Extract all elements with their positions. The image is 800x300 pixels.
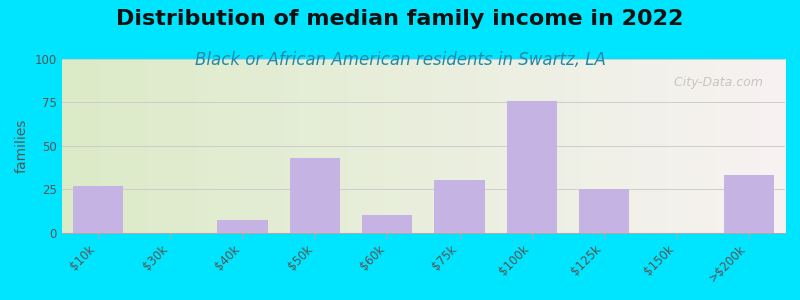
Bar	[506, 100, 557, 232]
Bar	[73, 186, 123, 232]
Bar	[434, 181, 485, 232]
Text: Black or African American residents in Swartz, LA: Black or African American residents in S…	[194, 51, 606, 69]
Text: Distribution of median family income in 2022: Distribution of median family income in …	[116, 9, 684, 29]
Y-axis label: families: families	[15, 118, 29, 173]
Bar	[579, 189, 630, 232]
Bar	[217, 220, 268, 232]
Bar	[290, 158, 340, 232]
Bar	[723, 175, 774, 232]
Text: City-Data.com: City-Data.com	[666, 76, 763, 89]
Bar	[362, 215, 413, 232]
